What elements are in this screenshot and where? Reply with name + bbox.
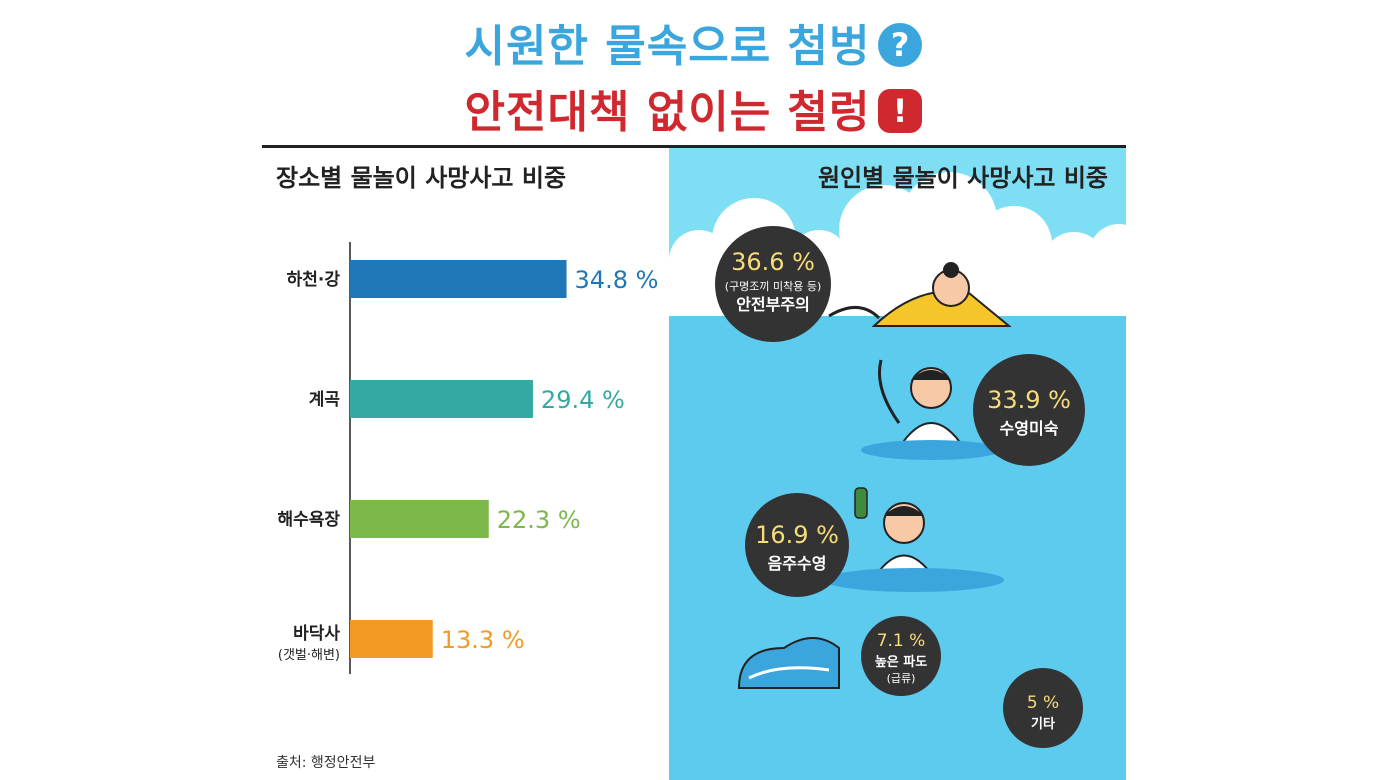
cause-value-4: 5 % [1027,693,1059,713]
cause-bubble-0: 36.6 % (구명조끼 미착용 등) 안전부주의 [715,226,831,342]
cause-label-4: 기타 [1031,716,1055,732]
cause-value-2: 16.9 % [755,521,839,549]
cause-bubble-1: 33.9 % 수영미숙 [973,354,1085,466]
cause-note-3: (급류) [887,672,916,685]
title-line-2-text: 안전대책 없이는 철렁 [464,87,871,138]
category-label-2: 해수욕장 [277,510,340,530]
bar-value-label-0: 34.8 % [575,266,659,294]
cause-label-3: 높은 파도 [875,655,927,670]
category-label-0: 하천·강 [287,270,341,290]
main-title-line-2: 안전대책 없이는 철렁! [0,76,1387,140]
swimmer-1-icon [828,262,1012,327]
cause-label-0: 안전부주의 [736,295,810,314]
cause-bubbles: 36.6 % (구명조끼 미착용 등) 안전부주의 33.9 % 수영미숙 16.9 % 음… [715,226,1085,748]
category-sublabel-3: (갯벌·해변) [278,648,340,663]
cause-label-1: 수영미숙 [1000,419,1059,438]
main-title-line-1: 시원한 물속으로 첨벙? [0,10,1387,74]
cause-note-0: (구명조끼 미착용 등) [725,280,822,293]
cause-bubble-circle-4 [1003,668,1083,748]
cause-chart-title: 원인별 물놀이 사망사고 비중 [817,164,1108,192]
cause-bubble-2: 16.9 % 음주수영 [745,493,849,597]
bar-2 [350,500,489,538]
cause-label-2: 음주수영 [768,554,827,573]
cause-bubble-circle-2 [745,493,849,597]
cause-bubble-circle-0 [715,226,831,342]
cause-panel: 원인별 물놀이 사망사고 비중 36.6 % (구명조끼 미착용 등) 안전부주의 3… [669,148,1126,780]
title-line-1-text: 시원한 물속으로 첨벙 [464,21,871,72]
location-chart-title: 장소별 물놀이 사망사고 비중 [276,164,567,192]
question-mark-icon: ? [878,23,923,67]
bars-group: 34.8 % 하천·강 29.4 % 계곡 22.3 % 해수욕장 13.3 % 바닥사 (갯벌… [277,260,658,663]
location-bar-chart: 34.8 % 하천·강 29.4 % 계곡 22.3 % 해수욕장 13.3 % 바닥사 (갯벌… [277,242,658,674]
cause-bubble-3: 7.1 % 높은 파도 (급류) [861,616,941,696]
bar-3 [350,620,433,658]
cause-value-3: 7.1 % [877,631,926,651]
cause-value-0: 36.6 % [731,248,815,276]
category-label-3: 바닥사 [293,624,340,644]
cause-bubble-4: 5 % 기타 [1003,668,1083,748]
wave-icon [737,637,840,689]
bar-value-label-2: 22.3 % [497,506,581,534]
bar-1 [350,380,533,418]
cause-value-1: 33.9 % [987,386,1071,414]
bar-value-label-3: 13.3 % [441,626,525,654]
category-label-1: 계곡 [309,390,341,410]
swimmer-2-icon [861,359,1001,460]
title-divider [262,145,1126,148]
swimmer-3-icon [824,487,1004,592]
bar-0 [350,260,567,298]
source-note: 출처: 행정안전부 [276,755,376,771]
exclamation-icon: ! [878,89,923,133]
bar-value-label-1: 29.4 % [541,386,625,414]
cause-bubble-circle-1 [973,354,1085,466]
cause-bubble-circle-3 [861,616,941,696]
